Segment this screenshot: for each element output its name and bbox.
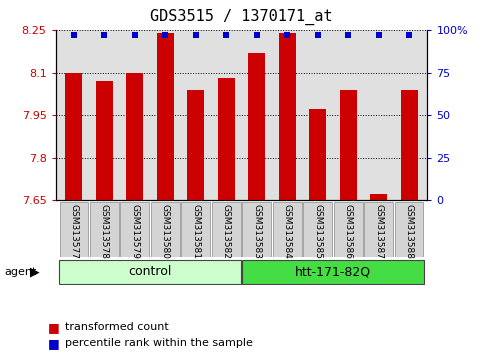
Text: GSM313580: GSM313580: [161, 204, 170, 259]
Text: GSM313588: GSM313588: [405, 204, 413, 259]
Text: GSM313577: GSM313577: [70, 204, 78, 259]
Bar: [59, 202, 88, 257]
Bar: [157, 33, 174, 200]
Bar: [90, 202, 119, 257]
Bar: [340, 90, 356, 200]
Text: GDS3515 / 1370171_at: GDS3515 / 1370171_at: [150, 9, 333, 25]
Text: percentile rank within the sample: percentile rank within the sample: [65, 338, 253, 348]
Bar: [59, 260, 241, 284]
Bar: [218, 78, 235, 200]
Text: GSM313581: GSM313581: [191, 204, 200, 259]
Bar: [242, 260, 424, 284]
Bar: [127, 73, 143, 200]
Text: GSM313587: GSM313587: [374, 204, 383, 259]
Text: GSM313586: GSM313586: [344, 204, 353, 259]
Bar: [303, 202, 332, 257]
Bar: [279, 33, 296, 200]
Bar: [187, 90, 204, 200]
Bar: [334, 202, 363, 257]
Text: ■: ■: [48, 321, 60, 334]
Text: ■: ■: [48, 337, 60, 350]
Text: GSM313585: GSM313585: [313, 204, 322, 259]
Bar: [242, 202, 271, 257]
Bar: [401, 90, 417, 200]
Text: agent: agent: [5, 267, 37, 277]
Bar: [212, 202, 241, 257]
Bar: [96, 81, 113, 200]
Bar: [273, 202, 301, 257]
Text: GSM313578: GSM313578: [100, 204, 109, 259]
Bar: [151, 202, 180, 257]
Bar: [370, 194, 387, 200]
Bar: [309, 109, 326, 200]
Text: GSM313584: GSM313584: [283, 204, 292, 259]
Bar: [364, 202, 393, 257]
Text: GSM313582: GSM313582: [222, 204, 231, 259]
Text: htt-171-82Q: htt-171-82Q: [295, 265, 371, 278]
Text: GSM313579: GSM313579: [130, 204, 139, 259]
Bar: [182, 202, 210, 257]
Bar: [120, 202, 149, 257]
Text: GSM313583: GSM313583: [252, 204, 261, 259]
Bar: [248, 53, 265, 200]
Text: ▶: ▶: [30, 265, 40, 278]
Text: transformed count: transformed count: [65, 322, 169, 332]
Bar: [66, 73, 82, 200]
Text: control: control: [128, 265, 172, 278]
Bar: [395, 202, 424, 257]
